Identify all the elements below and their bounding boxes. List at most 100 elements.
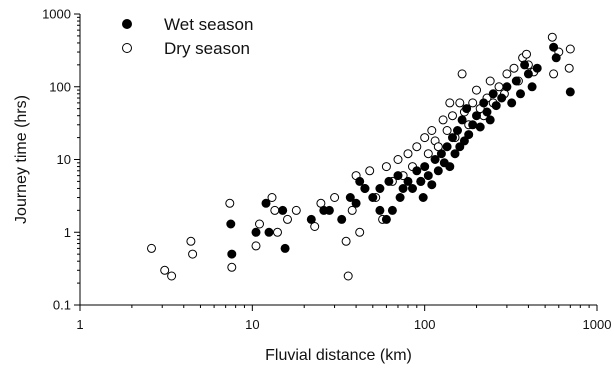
dry-season-point	[448, 111, 457, 121]
wet-season-point	[408, 184, 417, 193]
dry-season-point	[485, 76, 495, 86]
wet-season-point	[448, 133, 457, 143]
wet-season-point	[351, 198, 361, 208]
dry-season-point	[270, 205, 280, 215]
wet-season-point	[565, 87, 575, 97]
wet-season-point	[387, 205, 397, 215]
dry-season-point	[547, 32, 557, 42]
wet-season-point	[457, 115, 467, 125]
wet-season-point	[278, 205, 288, 215]
wet-season-point	[420, 162, 430, 172]
legend: Wet season Dry season	[122, 15, 253, 58]
dry-season-point	[341, 236, 351, 246]
dry-season-point	[167, 271, 177, 281]
wet-season-point	[491, 101, 501, 111]
dry-season-point	[412, 142, 422, 152]
dry-season-point	[494, 82, 504, 92]
dry-season-point	[355, 227, 365, 237]
dry-season-point	[347, 205, 357, 215]
wet-season-point	[384, 176, 394, 186]
x-tick-label: 1000	[583, 317, 612, 332]
dry-season-point	[522, 49, 531, 59]
wet-season-point	[403, 176, 413, 186]
dry-season-point	[273, 227, 282, 237]
legend-marker-dry-season	[122, 43, 132, 53]
wet-season-point	[416, 176, 426, 186]
wet-season-point	[488, 89, 498, 99]
dry-season-point	[502, 69, 512, 79]
tick-marks	[74, 13, 598, 311]
wet-season-point	[453, 126, 462, 135]
data-points	[147, 32, 575, 281]
wet-season-point	[368, 193, 378, 202]
wet-season-point	[423, 171, 433, 181]
wet-season-point	[502, 82, 512, 92]
wet-season-point	[395, 193, 405, 202]
wet-season-point	[462, 104, 472, 114]
wet-season-point	[475, 122, 485, 132]
wet-season-point	[430, 155, 440, 164]
dry-season-point	[186, 236, 196, 246]
dry-season-point	[472, 85, 481, 95]
wet-season-point	[497, 93, 507, 103]
dry-season-point	[393, 155, 403, 164]
dry-season-point	[403, 149, 413, 159]
y-tick-label: 10	[57, 152, 71, 167]
dry-season-point	[283, 214, 292, 224]
wet-season-point	[355, 176, 365, 186]
wet-season-point	[418, 193, 428, 202]
dry-season-point	[445, 98, 455, 108]
dry-season-point	[565, 44, 575, 54]
dry-season-point	[343, 271, 353, 281]
wet-season-point	[520, 60, 530, 70]
y-tick-label: 1000	[42, 7, 71, 22]
wet-season-point	[527, 82, 537, 92]
dry-season-point	[227, 262, 237, 272]
legend-label-dry-season: Dry season	[164, 39, 250, 58]
dry-season-point	[457, 69, 467, 79]
y-tick-label: 1	[64, 225, 71, 240]
y-axis-title: Journey time (hrs)	[13, 95, 30, 224]
dry-season-point	[381, 162, 391, 172]
wet-season-point	[468, 120, 478, 130]
wet-season-point	[507, 98, 517, 108]
wet-season-point	[324, 205, 334, 215]
wet-season-point	[455, 142, 465, 152]
wet-season-point	[345, 193, 355, 202]
tick-labels: 1 10 100 1000 0.1 1 10 100 1000	[42, 7, 611, 333]
wet-season-point	[464, 130, 474, 140]
legend-marker-wet-season	[122, 19, 132, 29]
wet-season-point	[485, 115, 495, 125]
dry-season-point	[188, 249, 198, 259]
wet-season-point	[433, 166, 443, 176]
dry-season-point	[225, 198, 235, 208]
dry-season-point	[310, 222, 320, 231]
wet-season-point	[280, 243, 290, 253]
wet-season-point	[479, 98, 489, 108]
y-tick-label: 0.1	[53, 298, 71, 313]
wet-season-point	[337, 214, 347, 224]
dry-season-point	[291, 205, 301, 215]
wet-season-point	[442, 142, 452, 152]
dry-season-point	[423, 149, 433, 159]
wet-season-point	[360, 184, 370, 193]
wet-season-point	[516, 89, 525, 99]
wet-season-point	[375, 184, 385, 193]
dry-season-point	[468, 98, 478, 108]
wet-season-point	[532, 63, 542, 73]
x-tick-label: 10	[245, 317, 259, 332]
wet-season-point	[398, 184, 408, 193]
dry-season-point	[365, 166, 375, 176]
wet-season-point	[523, 69, 533, 79]
dry-season-point	[251, 241, 261, 251]
wet-season-point	[264, 227, 274, 237]
x-tick-label: 100	[414, 317, 436, 332]
dry-season-point	[438, 115, 448, 125]
y-tick-label: 100	[49, 79, 71, 94]
wet-season-point	[511, 76, 521, 86]
dry-season-point	[427, 126, 437, 135]
wet-season-point	[393, 171, 403, 181]
dry-season-point	[455, 98, 465, 108]
